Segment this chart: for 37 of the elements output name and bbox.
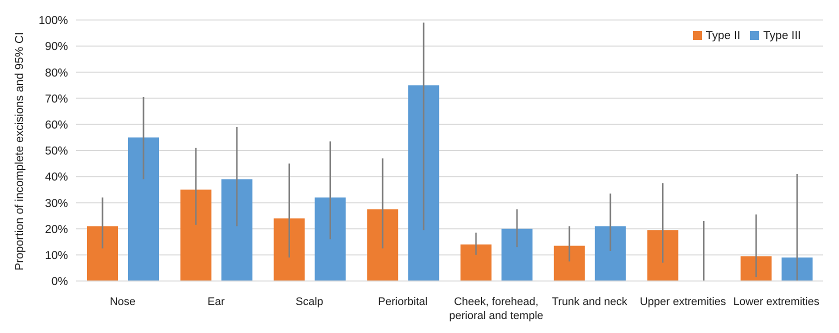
bar <box>87 226 118 281</box>
bar <box>221 179 252 281</box>
x-tick-label: Upper extremities <box>640 296 727 308</box>
y-tick-label: 50% <box>44 146 68 158</box>
bar <box>594 226 626 281</box>
x-tick-label: Scalp <box>296 296 324 308</box>
y-axis-title: Proportion of incomplete excisions and 95% CI <box>14 32 26 270</box>
bar <box>647 230 678 281</box>
bar <box>460 244 492 281</box>
bar <box>554 246 585 281</box>
y-tick-label: 70% <box>44 93 68 106</box>
y-tick-label: 20% <box>44 224 68 236</box>
bar <box>367 209 398 281</box>
bar <box>128 137 159 281</box>
y-tick-label: 80% <box>44 67 68 80</box>
bar <box>314 197 346 281</box>
bar <box>740 256 772 281</box>
legend-label: Type II <box>706 30 740 42</box>
y-tick-label: 60% <box>44 119 68 132</box>
bar <box>782 258 813 281</box>
bar <box>408 85 440 281</box>
x-tick-label: Periorbital <box>378 296 428 308</box>
x-tick-label: Cheek, forehead, perioral and temple <box>449 296 544 322</box>
y-tick-label: 10% <box>44 250 68 262</box>
x-tick-label: Lower extremities <box>733 296 820 308</box>
y-tick-label: 90% <box>44 41 68 54</box>
legend-label: Type III <box>763 30 801 42</box>
y-tick-label: 40% <box>44 172 68 184</box>
y-tick-label: 30% <box>44 198 68 210</box>
y-tick-label: 0% <box>51 276 68 288</box>
y-tick-label: 100% <box>38 15 68 28</box>
bar <box>274 218 305 281</box>
x-tick-label: Ear <box>208 296 225 308</box>
x-tick-label: Trunk and neck <box>552 296 628 308</box>
bar <box>502 228 532 281</box>
x-tick-label: Nose <box>110 296 136 308</box>
bar <box>180 190 212 281</box>
